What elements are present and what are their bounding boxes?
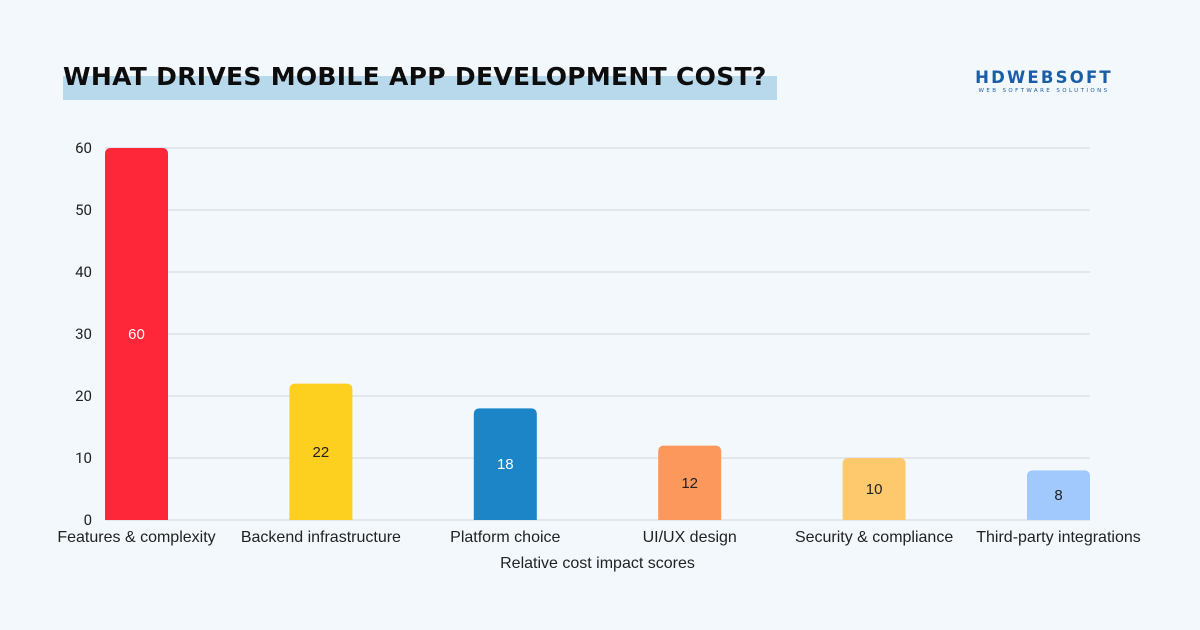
y-tick-label: 30 bbox=[75, 325, 92, 343]
y-tick-label: 0 bbox=[84, 511, 92, 529]
bar bbox=[473, 408, 537, 520]
x-axis-label: Relative cost impact scores bbox=[500, 555, 695, 572]
x-category-label: Backend infrastructure bbox=[241, 529, 401, 546]
bar bbox=[1027, 470, 1090, 520]
bars bbox=[105, 148, 1090, 520]
data-label: 10 bbox=[866, 481, 883, 498]
y-axis-ticks: 0 10 20 30 40 50 60 bbox=[75, 139, 92, 529]
logo-sub-text: WEB SOFTWARE SOLUTIONS bbox=[978, 88, 1110, 94]
bar bbox=[658, 445, 722, 520]
x-category-label: Features & complexity bbox=[57, 529, 215, 546]
bar bbox=[105, 148, 168, 520]
x-category-label: Platform choice bbox=[450, 529, 560, 546]
bar bbox=[289, 383, 353, 520]
data-label: 12 bbox=[681, 475, 698, 492]
y-tick-label: 60 bbox=[75, 139, 92, 157]
x-category-label: UI/UX design bbox=[643, 529, 737, 546]
title-block: WHAT DRIVES MOBILE APP DEVELOPMENT COST? bbox=[63, 62, 777, 100]
y-tick-label: 10 bbox=[75, 449, 92, 467]
data-label: 60 bbox=[128, 326, 145, 343]
data-labels: 60 22 18 12 10 8 bbox=[128, 326, 1063, 504]
y-tick-label: 20 bbox=[75, 387, 92, 405]
hdwebsoft-logo: HDWEBSOFT WEB SOFTWARE SOLUTIONS bbox=[968, 68, 1120, 94]
page-title: WHAT DRIVES MOBILE APP DEVELOPMENT COST? bbox=[63, 62, 767, 91]
logo-main-text: HDWEBSOFT bbox=[975, 68, 1113, 87]
title-highlight bbox=[63, 76, 777, 100]
gridlines bbox=[105, 147, 1090, 521]
y-tick-label: 50 bbox=[75, 201, 92, 219]
data-label: 18 bbox=[497, 456, 514, 473]
data-label: 22 bbox=[313, 444, 330, 461]
bar bbox=[842, 458, 906, 520]
data-label: 8 bbox=[1054, 487, 1062, 504]
x-category-label: Third-party integrations bbox=[976, 529, 1141, 546]
y-tick-label: 40 bbox=[75, 263, 92, 281]
x-axis-categories: Features & complexity Backend infrastruct… bbox=[57, 529, 1140, 546]
x-category-label: Security & compliance bbox=[795, 529, 953, 546]
